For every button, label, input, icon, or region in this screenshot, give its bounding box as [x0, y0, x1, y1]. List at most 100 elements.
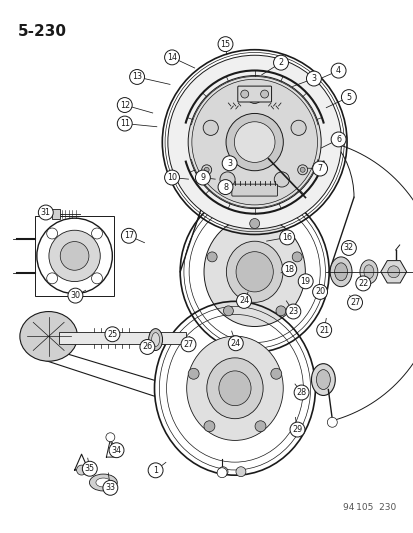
Circle shape [105, 327, 120, 342]
Circle shape [330, 132, 345, 147]
Text: 31: 31 [41, 208, 51, 217]
Ellipse shape [218, 371, 250, 406]
Text: 27: 27 [349, 298, 359, 307]
Text: 23: 23 [287, 307, 298, 316]
Circle shape [273, 55, 288, 70]
Circle shape [260, 90, 268, 98]
Ellipse shape [363, 265, 373, 279]
Circle shape [235, 467, 245, 477]
Circle shape [82, 461, 97, 476]
Circle shape [273, 172, 289, 187]
Circle shape [347, 295, 362, 310]
Circle shape [201, 165, 211, 175]
Circle shape [293, 385, 308, 400]
Circle shape [76, 465, 86, 475]
Circle shape [229, 336, 240, 347]
Text: 1: 1 [153, 466, 158, 475]
Text: 30: 30 [70, 291, 80, 300]
Circle shape [290, 120, 306, 135]
Circle shape [247, 88, 261, 103]
Circle shape [140, 340, 154, 354]
Text: 29: 29 [292, 425, 302, 434]
Text: 14: 14 [166, 53, 177, 62]
Circle shape [236, 294, 251, 309]
Circle shape [222, 156, 237, 171]
FancyBboxPatch shape [237, 86, 271, 102]
Circle shape [312, 285, 327, 300]
Text: 16: 16 [282, 233, 292, 242]
Circle shape [180, 337, 195, 352]
Circle shape [387, 266, 399, 278]
Text: 22: 22 [357, 279, 368, 288]
Circle shape [49, 230, 100, 281]
Ellipse shape [148, 329, 162, 351]
Circle shape [254, 421, 265, 432]
Text: 35: 35 [85, 464, 95, 473]
Ellipse shape [334, 263, 347, 281]
Circle shape [164, 50, 179, 65]
Text: 5: 5 [345, 93, 351, 102]
Text: 4: 4 [335, 66, 340, 75]
Text: 7: 7 [317, 164, 322, 173]
Text: 24: 24 [230, 339, 240, 348]
Bar [52, 208, 60, 219]
Ellipse shape [359, 260, 377, 284]
Circle shape [218, 37, 233, 52]
Ellipse shape [89, 474, 117, 491]
Ellipse shape [96, 478, 111, 487]
Circle shape [281, 262, 296, 277]
Text: 8: 8 [223, 183, 228, 191]
Circle shape [164, 170, 179, 185]
Text: 25: 25 [107, 330, 117, 339]
Text: 11: 11 [119, 119, 129, 128]
Circle shape [355, 276, 370, 291]
Circle shape [106, 433, 114, 442]
Circle shape [204, 421, 214, 432]
Text: 33: 33 [105, 483, 115, 492]
Bar [59, 332, 186, 344]
Ellipse shape [206, 358, 263, 419]
Circle shape [60, 241, 89, 270]
Ellipse shape [186, 336, 282, 440]
Text: 3: 3 [311, 74, 316, 83]
Ellipse shape [151, 333, 159, 346]
Ellipse shape [204, 217, 305, 327]
Circle shape [285, 304, 300, 319]
Circle shape [270, 368, 281, 379]
Text: 18: 18 [284, 265, 294, 273]
Ellipse shape [316, 370, 330, 390]
Circle shape [129, 69, 144, 84]
Circle shape [206, 252, 216, 262]
Circle shape [234, 122, 274, 163]
Text: 24: 24 [238, 296, 249, 305]
Text: 10: 10 [166, 173, 177, 182]
Circle shape [117, 116, 132, 131]
Circle shape [292, 252, 301, 262]
Circle shape [279, 230, 294, 245]
Circle shape [167, 55, 341, 229]
Circle shape [218, 180, 233, 195]
Text: 32: 32 [343, 244, 353, 253]
Circle shape [228, 336, 243, 351]
Circle shape [330, 63, 345, 78]
Circle shape [297, 274, 312, 289]
Circle shape [103, 480, 118, 495]
Circle shape [109, 443, 123, 458]
Circle shape [316, 322, 331, 337]
Ellipse shape [20, 312, 77, 361]
Ellipse shape [235, 252, 273, 292]
Circle shape [47, 273, 57, 284]
Text: 19: 19 [300, 277, 310, 286]
Circle shape [297, 165, 307, 175]
Text: 27: 27 [183, 340, 193, 349]
Circle shape [91, 273, 102, 284]
Circle shape [188, 76, 320, 208]
Text: 15: 15 [220, 39, 230, 49]
Circle shape [218, 467, 228, 477]
Circle shape [121, 228, 136, 243]
Text: 26: 26 [142, 343, 152, 351]
Circle shape [117, 98, 132, 112]
Text: 20: 20 [314, 287, 324, 296]
Circle shape [195, 170, 210, 185]
Text: 5-230: 5-230 [18, 24, 66, 39]
